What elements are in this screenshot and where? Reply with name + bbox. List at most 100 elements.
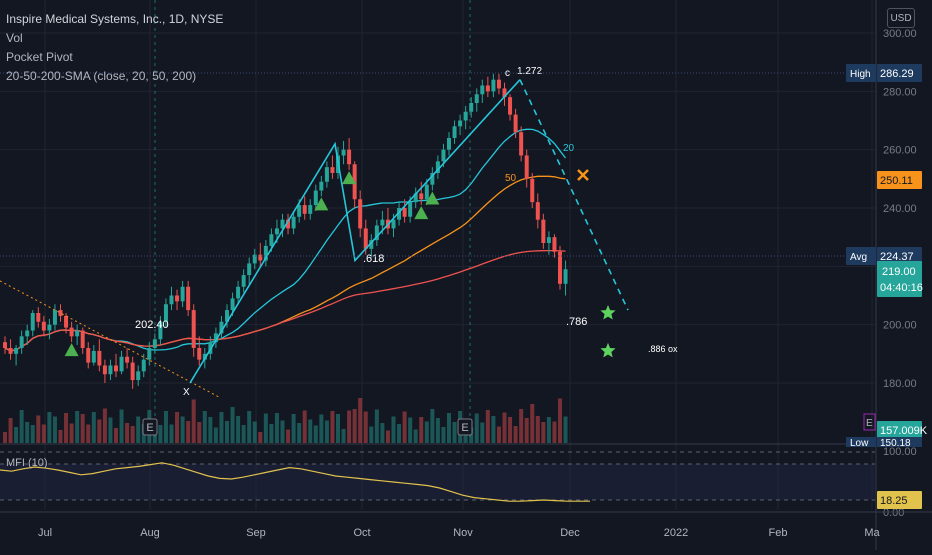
event-icon bbox=[863, 413, 876, 431]
legend-vol[interactable]: Vol bbox=[6, 31, 23, 45]
volume-bar bbox=[86, 424, 91, 443]
volume-bar bbox=[269, 424, 274, 443]
time-tick-label: Oct bbox=[353, 527, 370, 539]
volume-bar bbox=[496, 426, 501, 443]
candle-body bbox=[14, 348, 19, 354]
label-fib-886: .886 ox bbox=[648, 344, 678, 354]
volume-bar bbox=[186, 421, 191, 443]
volume-bar bbox=[358, 398, 363, 443]
candle-body bbox=[552, 237, 557, 252]
volume-bar bbox=[175, 412, 180, 443]
candle-body bbox=[19, 336, 24, 348]
volume-bar bbox=[546, 417, 551, 443]
label-fib-786: .786 bbox=[566, 316, 587, 328]
volume-bar bbox=[369, 426, 374, 443]
candle-body bbox=[247, 263, 252, 276]
candle-body bbox=[513, 114, 518, 133]
volume-bar bbox=[563, 416, 568, 443]
pocket-pivot-marker bbox=[64, 343, 79, 357]
volume-bar bbox=[424, 421, 429, 443]
candle-body bbox=[86, 348, 91, 363]
high-value: 286.29 bbox=[880, 68, 914, 80]
volume-bar bbox=[508, 417, 513, 443]
volume-bar bbox=[402, 411, 407, 443]
label-price-202: 202.40 bbox=[135, 319, 169, 331]
candle-body bbox=[363, 228, 368, 249]
candle-body bbox=[519, 132, 524, 156]
volume-bar bbox=[8, 418, 13, 443]
candle-body bbox=[502, 88, 507, 98]
candle-body bbox=[463, 111, 468, 121]
pocket-pivot-marker bbox=[414, 206, 429, 220]
candle-body bbox=[480, 85, 485, 95]
time-tick-label: Dec bbox=[560, 527, 580, 539]
candle-body bbox=[241, 275, 246, 287]
volume-bar bbox=[530, 404, 535, 443]
candle-body bbox=[75, 330, 80, 337]
volume-bar bbox=[119, 409, 124, 443]
candle-body bbox=[402, 208, 407, 217]
target-star-icon bbox=[600, 342, 616, 358]
time-tick-label: Sep bbox=[246, 527, 266, 539]
candle-body bbox=[430, 173, 435, 185]
volume-bar bbox=[480, 422, 485, 443]
volume-bar bbox=[180, 416, 185, 443]
candle-body bbox=[102, 365, 107, 375]
candle-body bbox=[263, 245, 268, 261]
price-tick-label: 200.00 bbox=[883, 320, 917, 332]
volume-bar bbox=[324, 420, 329, 443]
candle-body bbox=[163, 304, 168, 322]
low-tag: Low bbox=[850, 438, 869, 449]
volume-bar bbox=[441, 427, 446, 443]
volume-bar bbox=[435, 418, 440, 443]
candle-body bbox=[191, 310, 196, 348]
volume-bar bbox=[519, 409, 524, 443]
candle-body bbox=[274, 228, 279, 235]
volume-bar bbox=[397, 424, 402, 443]
time-tick-label: Jul bbox=[38, 527, 52, 539]
candle-body bbox=[458, 120, 463, 127]
candle-body bbox=[302, 205, 307, 214]
volume-bar bbox=[352, 409, 357, 443]
candle-body bbox=[535, 202, 540, 220]
high-tag-bg bbox=[846, 64, 876, 82]
candle-body bbox=[441, 149, 446, 162]
candle-body bbox=[136, 371, 141, 381]
candle-body bbox=[152, 339, 157, 348]
volume-bar bbox=[391, 416, 396, 443]
candle-body bbox=[358, 199, 363, 229]
volume-value: 157.009K bbox=[880, 425, 928, 437]
volume-bar bbox=[158, 425, 163, 443]
volume-bar bbox=[213, 427, 218, 443]
candle-body bbox=[219, 321, 224, 334]
legend-pocket-pivot[interactable]: Pocket Pivot bbox=[6, 50, 73, 64]
volume-bar bbox=[274, 413, 279, 443]
price-tick-label: 180.00 bbox=[883, 378, 917, 390]
volume-bar bbox=[64, 413, 69, 443]
volume-bar bbox=[252, 421, 257, 443]
candle-body bbox=[369, 240, 374, 249]
candle-body bbox=[308, 205, 313, 214]
candle-body bbox=[97, 350, 102, 366]
candle-body bbox=[397, 208, 402, 220]
candle-body bbox=[58, 310, 63, 316]
candle-body bbox=[380, 219, 385, 226]
earnings-badge-label: E bbox=[461, 422, 468, 434]
volume-bar bbox=[25, 422, 30, 443]
legend-sma[interactable]: 20-50-200-SMA (close, 20, 50, 200) bbox=[6, 69, 197, 83]
candle-body bbox=[491, 79, 496, 92]
currency-button[interactable]: USD bbox=[887, 8, 915, 28]
volume-bar bbox=[541, 422, 546, 443]
volume-bar bbox=[447, 413, 451, 443]
volume-bar bbox=[313, 425, 318, 443]
candle-body bbox=[258, 254, 263, 261]
volume-bar bbox=[319, 414, 324, 443]
volume-bar bbox=[347, 410, 352, 443]
pocket-pivot-marker bbox=[314, 197, 329, 211]
high-value-bg bbox=[877, 64, 922, 82]
candle-body bbox=[130, 362, 135, 381]
candle-body bbox=[230, 298, 235, 311]
volume-bar bbox=[41, 424, 46, 443]
